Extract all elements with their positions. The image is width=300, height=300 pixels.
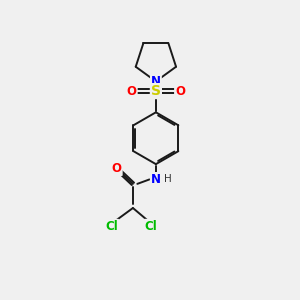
Text: S: S [151,84,161,98]
Text: N: N [151,173,161,186]
Text: Cl: Cl [145,220,158,233]
Text: O: O [127,85,137,98]
Text: O: O [112,162,122,175]
Text: O: O [175,85,185,98]
Text: N: N [151,75,161,88]
Text: Cl: Cl [105,220,118,233]
Text: H: H [164,174,172,184]
